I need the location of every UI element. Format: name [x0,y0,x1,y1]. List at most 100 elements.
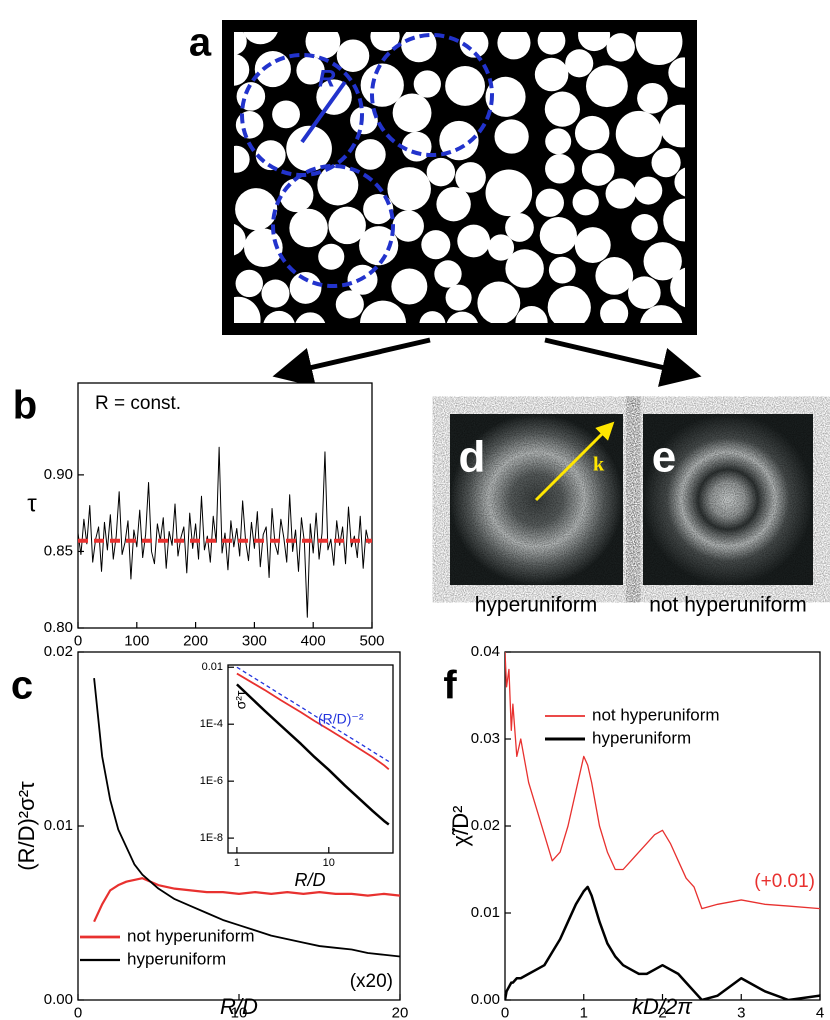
y-tick-label: 0.02 [471,817,500,834]
grain [670,267,685,308]
grain [446,311,478,323]
speckle [643,414,813,585]
grain [674,167,685,197]
annotation: (+0.01) [754,871,815,892]
grain [336,39,370,73]
grain [600,299,629,323]
grain [296,56,325,85]
x-tick-label: 100 [124,632,149,649]
grain [505,249,544,288]
grain [548,256,576,284]
y-tick-label: 1E-8 [200,832,223,844]
grain [261,279,290,308]
y-tick-label: 0.04 [471,643,500,660]
grain [668,57,685,88]
y-axis-label: σ²τ [233,690,249,709]
y-tick-label: 0.80 [44,619,73,636]
x-axis-label: kD/2π [632,994,693,1019]
grain [370,32,400,51]
grain [234,32,247,55]
grain [439,120,479,161]
panel-label: a [189,21,212,65]
grain [455,162,486,193]
arrow [272,337,431,387]
grain [574,115,610,151]
grain [545,153,575,184]
x-tick-label: 0 [74,1004,82,1020]
grain [497,32,531,60]
grain [640,305,683,323]
series-line [505,885,820,1000]
y-tick-label: 0.85 [44,542,73,559]
grain [317,164,359,206]
grain [235,269,263,298]
grain [565,49,594,78]
grain [363,194,394,225]
y-tick-label: 0.03 [471,730,500,747]
grain [234,224,246,256]
grain [355,139,386,170]
series-line [93,678,400,958]
grain [392,210,424,242]
grain [234,296,261,323]
window-circle [370,33,494,157]
grain [254,51,291,88]
grain [457,224,491,258]
grain [235,111,264,139]
x-axis-label: R/D [220,994,258,1019]
k-label: k [593,454,605,476]
y-tick-label: 0.00 [44,991,73,1008]
k-arrow [534,421,615,502]
grain [286,125,332,172]
y-tick-label: 0.01 [44,817,73,834]
grain [572,189,599,216]
grain [387,167,431,211]
annotation: (x20) [350,971,393,992]
grain [663,198,685,242]
grain [244,228,283,267]
series-line [78,446,370,618]
grain [477,281,521,323]
grain [659,104,685,148]
series-line [93,877,400,923]
windows [240,33,494,288]
grain [595,257,634,295]
caption: hyperuniform [475,594,598,617]
grain [328,206,366,245]
grain [234,145,250,173]
y-axis-label: (R/D)²σ²τ [14,781,39,871]
grain [305,32,341,59]
y-tick-label: 0.02 [44,643,73,660]
grain [605,178,636,209]
x-tick-label: 0 [74,632,82,649]
grain [643,242,682,281]
radius-line [300,80,347,144]
grain [635,32,683,66]
grain [485,76,526,117]
y-axis-label: χ̃/D² [448,806,473,847]
y-tick-label: 1E-4 [200,718,223,730]
grain [360,300,407,323]
plot-frame [227,664,394,854]
y-tick-label: 0.90 [44,466,73,483]
series-line [236,672,390,771]
grain [445,66,486,106]
y-axis-label: τ [27,490,37,517]
grain [401,32,437,63]
grain [391,268,428,305]
x-tick-label: 4 [816,1004,824,1020]
grain [494,119,529,154]
x-tick-label: 500 [359,632,384,649]
grain [487,234,515,261]
grains [234,32,685,323]
grain [535,188,564,217]
grain [434,260,462,288]
grain [537,32,566,55]
grain [628,276,661,310]
series-line [236,683,390,826]
grain [436,186,471,222]
x-tick-label: 3 [737,1004,745,1020]
grain [392,93,432,133]
grain [485,169,533,217]
series-line [505,652,820,910]
